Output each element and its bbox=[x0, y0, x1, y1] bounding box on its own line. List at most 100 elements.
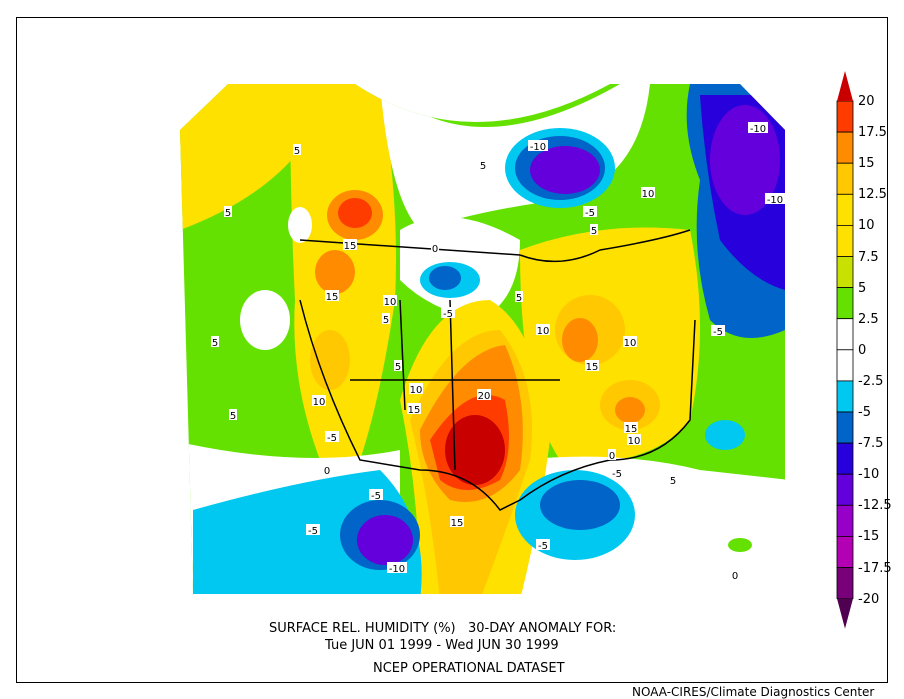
contour-label-bg bbox=[590, 224, 598, 235]
colorbar-bin bbox=[836, 287, 854, 320]
contour-label-bg bbox=[382, 313, 390, 324]
contour-label-bg bbox=[325, 431, 339, 442]
contour-label-bg bbox=[450, 516, 464, 527]
colorbar-tick-label: 10 bbox=[858, 218, 875, 234]
contour-label-bg bbox=[641, 187, 655, 198]
region-caribbean-green bbox=[728, 538, 752, 552]
contour-label-bg bbox=[431, 242, 439, 253]
contour-label: 15 bbox=[625, 424, 638, 435]
region-bc-red bbox=[338, 198, 372, 228]
contour-label-bg bbox=[229, 409, 237, 420]
contour-label: 5 bbox=[212, 338, 218, 349]
region-mexico-purple bbox=[357, 515, 413, 565]
contour-label-bg bbox=[610, 467, 624, 478]
colorbar-bin bbox=[836, 567, 854, 600]
contour-label-bg bbox=[623, 336, 637, 347]
colorbar-bin bbox=[836, 536, 854, 568]
contour-label-bg bbox=[409, 383, 423, 394]
colorbar-bin bbox=[836, 318, 854, 351]
contour-label: 10 bbox=[537, 326, 550, 337]
colorbar-tick-label: -15 bbox=[858, 529, 880, 545]
contour-label: -5 bbox=[371, 491, 381, 502]
colorbar-tick-label: -12.5 bbox=[858, 498, 892, 514]
contour-label-bg bbox=[585, 360, 599, 371]
contour-label: -5 bbox=[443, 309, 453, 320]
region-hudson-purple bbox=[530, 146, 600, 194]
region-gulf-blue bbox=[540, 480, 620, 530]
contour-label-bg bbox=[583, 206, 597, 217]
contour-label: 5 bbox=[395, 362, 401, 373]
contour-label-bg bbox=[515, 291, 523, 302]
contour-label: -5 bbox=[713, 327, 723, 338]
contour-label: -10 bbox=[530, 142, 546, 153]
contour-label-bg bbox=[669, 474, 677, 485]
region-prairie-blue bbox=[429, 266, 461, 290]
colorbar-tick-label: -2.5 bbox=[858, 373, 884, 389]
contour-label: 10 bbox=[624, 338, 637, 349]
contour-label: 5 bbox=[383, 315, 389, 326]
credit-text: NOAA-CIRES/Climate Diagnostics Center bbox=[632, 685, 875, 699]
region-ca-orange bbox=[310, 330, 350, 390]
colorbar-under-arrow bbox=[837, 598, 853, 629]
colorbar-tick-label: -17.5 bbox=[858, 560, 892, 576]
colorbar-tick-label: -10 bbox=[858, 467, 880, 483]
title-line-1: SURFACE REL. HUMIDITY (%) 30-DAY ANOMALY… bbox=[269, 621, 617, 636]
contour-label: 10 bbox=[628, 436, 641, 447]
colorbar-tick-label: -7.5 bbox=[858, 436, 884, 452]
contour-label: -10 bbox=[389, 564, 405, 575]
colorbar-tick-label: 17.5 bbox=[858, 125, 887, 141]
colorbar-tick-label: 12.5 bbox=[858, 187, 887, 203]
region-ohio-darkorange bbox=[562, 318, 598, 362]
colorbar-tick-label: 2.5 bbox=[858, 311, 879, 327]
colorbar-tick-label: 0 bbox=[858, 342, 867, 358]
title-dataset: NCEP OPERATIONAL DATASET bbox=[373, 661, 565, 676]
contour-label-bg bbox=[211, 336, 219, 347]
contour-label: 15 bbox=[408, 405, 421, 416]
colorbar-tick-label: 7.5 bbox=[858, 249, 879, 265]
contour-label: 15 bbox=[344, 241, 357, 252]
contour-label: -5 bbox=[327, 433, 337, 444]
colorbar-over-arrow bbox=[837, 71, 853, 101]
contour-label: 10 bbox=[410, 385, 423, 396]
contour-label: 5 bbox=[225, 208, 231, 219]
contour-label: 5 bbox=[670, 476, 676, 487]
contour-label-bg bbox=[536, 539, 550, 550]
contour-label-bg bbox=[325, 290, 339, 301]
contour-label-bg bbox=[765, 193, 785, 204]
contour-label: -10 bbox=[750, 124, 766, 135]
region-pacific-white-2 bbox=[288, 207, 312, 243]
contour-label: 0 bbox=[432, 244, 438, 255]
contour-label: 5 bbox=[230, 411, 236, 422]
colorbar bbox=[836, 71, 854, 629]
contour-label: 5 bbox=[591, 226, 597, 237]
colorbar-bin bbox=[836, 504, 854, 537]
colorbar-bin bbox=[836, 162, 854, 195]
title-date-range: Tue JUN 01 1999 - Wed JUN 30 1999 bbox=[325, 638, 559, 653]
contour-label-bg bbox=[224, 206, 232, 217]
colorbar-tick-label: -20 bbox=[858, 591, 880, 607]
contour-label: 15 bbox=[451, 518, 464, 529]
colorbar-tick-label: -5 bbox=[858, 405, 871, 420]
contour-label: 10 bbox=[642, 189, 655, 200]
contour-label-bg bbox=[293, 144, 301, 155]
contour-label-bg bbox=[624, 422, 638, 433]
contour-label-bg bbox=[407, 403, 421, 414]
colorbar-bin bbox=[836, 100, 854, 133]
contour-label-bg bbox=[323, 464, 331, 475]
colorbar-bin bbox=[836, 193, 854, 226]
political-boundaries bbox=[299, 229, 696, 511]
contour-label-bg bbox=[306, 524, 320, 535]
contour-label-bg bbox=[477, 389, 491, 400]
contour-label-bg bbox=[748, 122, 768, 133]
colorbar-tick-label: 15 bbox=[858, 156, 875, 172]
contour-label-bg bbox=[343, 239, 357, 250]
contour-label: 0 bbox=[609, 451, 615, 462]
region-wa-orange bbox=[315, 250, 355, 294]
colorbar-bin bbox=[836, 349, 854, 382]
colorbar-bin bbox=[836, 473, 854, 506]
colorbar-bin bbox=[836, 256, 854, 289]
contour-label: 5 bbox=[294, 146, 300, 157]
colorbar-tick-label: 5 bbox=[858, 280, 867, 296]
